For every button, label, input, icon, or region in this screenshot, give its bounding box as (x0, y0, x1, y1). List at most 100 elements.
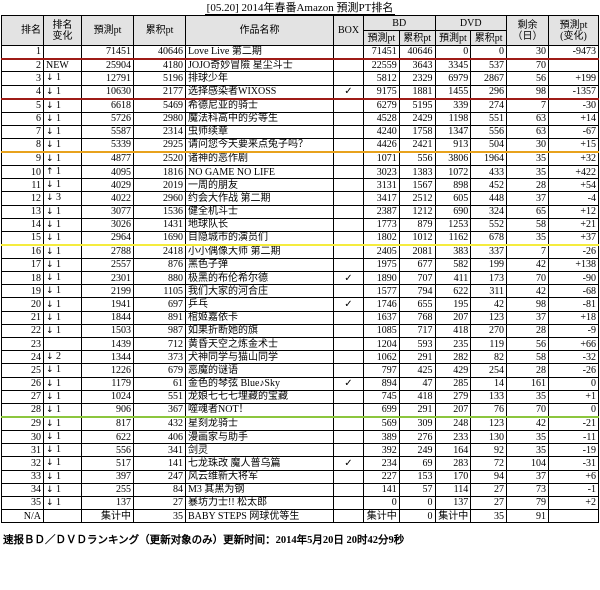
remaining-days-cell: 28 (506, 178, 549, 193)
table-row[interactable]: 1 71451 40646 Love Live 第二期 71451 40646 0 0 30 -9… (1, 44, 599, 60)
rank-down-arrow-icon: ↓ (46, 458, 54, 469)
pred-delta-cell: -9473 (548, 44, 599, 60)
table-row[interactable]: 26 ↓ 1 1179 61 金色的琴弦 Blue♪Sky ✓ 894 47 285 14 161 0 (1, 376, 599, 391)
header-work-name: 作品名称 (185, 15, 334, 46)
table-row[interactable]: 19 ↓ 1 2199 1105 我们大家的河合庄 1577 794 622 311 42 -68 (1, 284, 599, 299)
table-row[interactable]: 33 ↓ 1 397 247 风云维新大将军 227 153 170 94 37 +6 (1, 469, 599, 484)
table-row[interactable]: 29 ↓ 1 817 432 星刻龙骑士 569 309 248 123 42 -21 (1, 416, 599, 431)
table-row[interactable]: 23 1439 712 黄昏天空之炼金术士 1204 593 235 119 56 +66 (1, 336, 599, 352)
header-rank-change-line2: 变化 (52, 30, 73, 42)
work-name-cell: 暴坊力士!! 松太郎 (185, 495, 334, 511)
header-remaining: 剩余 （日） (506, 15, 549, 46)
cum-pt-cell: 551 (133, 389, 186, 404)
bd-cum-cell: 1383 (398, 164, 436, 180)
pred-pt-cell: 622 (81, 429, 134, 445)
table-row[interactable]: 5 ↓ 1 6618 5469 希德尼亚的骑士 6279 5195 339 274 7 -30 (1, 98, 599, 113)
table-row[interactable]: 7 ↓ 1 5587 2314 虫师续章 4240 1758 1347 556 63 -67 (1, 124, 599, 139)
table-row[interactable]: 17 ↓ 1 2557 876 黑色子弹 1975 677 582 199 42 +138 (1, 257, 599, 273)
rank-cell: 30 (1, 429, 44, 445)
bd-cum-cell: 291 (398, 350, 436, 365)
table-row[interactable]: 31 ↓ 1 556 341 剑灵 392 249 164 92 35 -19 (1, 443, 599, 458)
table-row[interactable]: 14 ↓ 1 3026 1431 地球队长 1773 879 1253 552 58 +21 (1, 217, 599, 232)
table-row[interactable]: 9 ↓ 1 4877 2520 诸神的恶作剧 1071 556 3806 1964 35 +32 (1, 151, 599, 166)
box-cell: ✓ (333, 271, 364, 286)
table-row[interactable]: 25 ↓ 1 1226 679 恶魔的谜语 797 425 429 254 28 -26 (1, 363, 599, 378)
box-cell (333, 469, 364, 484)
remaining-days-cell: 35 (506, 429, 549, 445)
bd-cum-cell: 717 (398, 323, 436, 339)
rank-down-arrow-icon: ↓ (46, 86, 54, 97)
box-cell: ✓ (333, 84, 364, 100)
cum-pt-cell: 2925 (133, 137, 186, 153)
table-row[interactable]: 2 NEW 25904 4180 JOJO奇妙冒險 星尘斗士 22559 3643 3345 5… (1, 58, 599, 73)
dvd-cum-cell: 199 (470, 257, 507, 273)
rank-cell: 24 (1, 350, 44, 365)
remaining-days-cell: 35 (506, 164, 549, 180)
table-row[interactable]: 22 ↓ 1 1503 987 如果折断她的旗 1085 717 418 270 28 -9 (1, 323, 599, 339)
rank-down-arrow-icon: ↓ (46, 259, 54, 270)
header-pred-pt: 預測pt (81, 15, 134, 46)
table-row[interactable]: 15 ↓ 1 2964 1690 目隐城市的演员们 1802 1012 1162 678 35 +3… (1, 230, 599, 246)
table-row[interactable]: 3 ↓ 1 12791 5196 排球少年 5812 2329 6979 2867 56 +199 (1, 71, 599, 86)
remaining-days-cell: 7 (506, 244, 549, 259)
box-cell (333, 495, 364, 511)
box-cell (333, 137, 364, 153)
box-check-icon: ✓ (344, 272, 353, 284)
cum-pt-cell: 373 (133, 350, 186, 365)
dvd-pred-cell: 6979 (434, 71, 472, 86)
table-row[interactable]: N/A 集计中 35 BABY STEPS 网球优等生 集计中 0 集计中 35 91 (1, 509, 599, 524)
box-cell (333, 71, 364, 86)
pred-pt-cell: 4029 (81, 178, 134, 193)
work-name-cell: 一周的朋友 (185, 178, 334, 193)
rank-change-cell: NEW (43, 58, 82, 73)
rank-cell: 34 (1, 482, 44, 497)
dvd-pred-cell: 集计中 (434, 509, 472, 524)
rank-cell: 7 (1, 124, 44, 139)
table-row[interactable]: 34 ↓ 1 255 84 M3 其黑为钢 141 57 114 27 73 -1 (1, 482, 599, 497)
cum-pt-cell: 4180 (133, 58, 186, 73)
table-row[interactable]: 27 ↓ 1 1024 551 龙娘七七七埋藏的宝藏 745 418 279 133 35 +1 (1, 389, 599, 404)
dvd-pred-cell: 207 (434, 310, 472, 325)
table-row[interactable]: 10 ↑ 1 4095 1816 NO GAME NO LIFE 3023 1383 1072… (1, 164, 599, 180)
table-row[interactable]: 32 ↓ 1 517 141 七龙珠改 魔人普乌篇 ✓ 234 69 283 72 104 -31 (1, 456, 599, 471)
bd-pred-cell: 1890 (363, 271, 400, 286)
table-row[interactable]: 8 ↓ 1 5339 2925 请问您今天要来点兔子吗？ 4426 2421 913 504 30… (1, 137, 599, 153)
pred-pt-cell: 71451 (81, 44, 134, 60)
pred-delta-cell: -67 (548, 124, 599, 139)
work-name-cell: 噬魂者NOT！ (185, 402, 334, 418)
rank-down-arrow-icon: ↓ (46, 418, 54, 429)
bd-cum-cell: 425 (398, 363, 436, 378)
rank-change-cell: ↓ 1 (43, 151, 82, 166)
rank-down-arrow-icon: ↓ (46, 497, 54, 508)
pred-delta-cell: -1357 (548, 84, 599, 100)
table-row[interactable]: 28 ↓ 1 906 367 噬魂者NOT！ 699 291 207 76 70 0 (1, 402, 599, 418)
bd-pred-cell: 1577 (363, 284, 400, 299)
dvd-pred-cell: 195 (434, 297, 472, 312)
cum-pt-cell: 2520 (133, 151, 186, 166)
table-row[interactable]: 24 ↓ 2 1344 373 犬神同学与猫山同学 1062 291 282 82 58 -32 (1, 350, 599, 365)
table-row[interactable]: 18 ↓ 1 2301 880 极黑的布伦希尔德 ✓ 1890 707 411 173 70 -90 (1, 271, 599, 286)
rank-change-cell: ↓ 1 (43, 363, 82, 378)
table-row[interactable]: 35 ↓ 1 137 27 暴坊力士!! 松太郎 0 0 137 27 79 +2 (1, 495, 599, 511)
table-row[interactable]: 30 ↓ 1 622 406 漫画家与助手 389 276 233 130 35 -11 (1, 429, 599, 445)
cum-pt-cell: 2314 (133, 124, 186, 139)
table-row[interactable]: 11 ↓ 1 4029 2019 一周的朋友 3131 1567 898 452 28 +54 (1, 178, 599, 193)
rank-down-arrow-icon: ↓ (46, 193, 54, 204)
box-cell (333, 323, 364, 339)
dvd-cum-cell: 678 (470, 230, 507, 246)
table-row[interactable]: 21 ↓ 1 1844 891 棺姬嘉依卡 1637 768 207 123 37 +18 (1, 310, 599, 325)
table-row[interactable]: 4 ↓ 1 10630 2177 选择感染者WIXOSS ✓ 9175 1881 1455 296… (1, 84, 599, 100)
table-row[interactable]: 6 ↓ 1 5726 2980 魔法科高中的劣等生 4528 2429 1198 551 63 +1… (1, 111, 599, 126)
rank-cell: 10 (1, 164, 44, 180)
table-row[interactable]: 12 ↓ 3 4022 2960 约会大作战 第二期 3417 2512 605 448 37 -4 (1, 191, 599, 206)
table-row[interactable]: 16 ↓ 1 2788 2418 小小偶像大师 第二期 2405 2081 383 337 7 -2… (1, 244, 599, 259)
dvd-cum-cell: 133 (470, 389, 507, 404)
bd-cum-cell: 677 (398, 257, 436, 273)
work-name-cell: 黑色子弹 (185, 257, 334, 273)
pred-delta-cell: +6 (548, 469, 599, 484)
pred-delta-cell: -1 (548, 482, 599, 497)
table-row[interactable]: 13 ↓ 1 3077 1536 健全机斗士 2387 1212 690 324 65 +12 (1, 204, 599, 219)
table-row[interactable]: 20 ↓ 1 1941 697 乒乓 ✓ 1746 655 195 42 98 -81 (1, 297, 599, 312)
footer-note: 速报ＢＤ／ＤＶＤランキング（更新对象のみ）更新时间：2014年5月20日 20时… (3, 535, 405, 547)
pred-delta-cell: 0 (548, 402, 599, 418)
